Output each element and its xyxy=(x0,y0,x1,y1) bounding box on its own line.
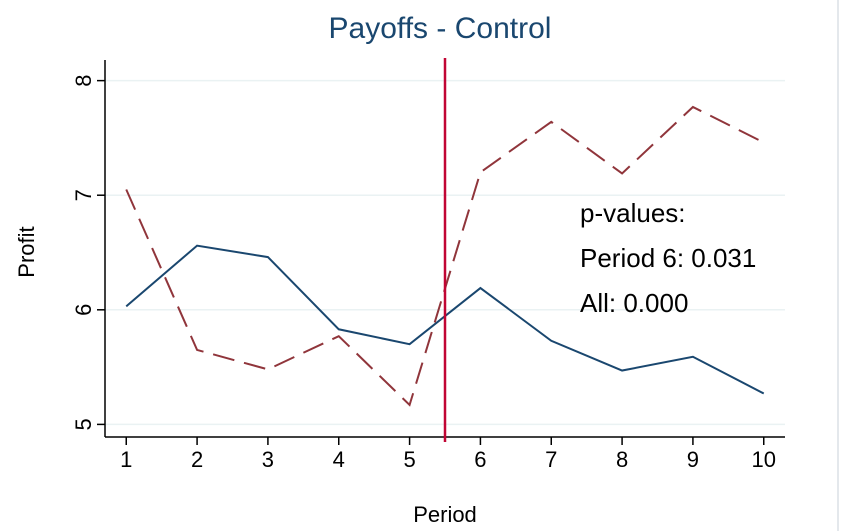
x-tick-label: 3 xyxy=(262,447,274,472)
annotation: Period 6: 0.031 xyxy=(580,243,756,273)
x-tick-label: 7 xyxy=(545,447,557,472)
x-tick-label: 5 xyxy=(403,447,415,472)
y-tick-label: 8 xyxy=(71,75,96,87)
x-axis-label: Period xyxy=(413,502,477,527)
x-tick-label: 10 xyxy=(752,447,776,472)
x-tick-label: 4 xyxy=(333,447,345,472)
y-tick-label: 5 xyxy=(71,418,96,430)
annotation: p-values: xyxy=(580,198,686,228)
y-tick-label: 6 xyxy=(71,304,96,316)
chart-title: Payoffs - Control xyxy=(329,12,552,45)
y-tick-label: 7 xyxy=(71,189,96,201)
annotation: All: 0.000 xyxy=(580,288,688,318)
x-tick-label: 6 xyxy=(474,447,486,472)
x-tick-label: 2 xyxy=(191,447,203,472)
y-axis-label: Profit xyxy=(14,226,39,277)
x-tick-label: 8 xyxy=(616,447,628,472)
x-tick-label: 1 xyxy=(120,447,132,472)
x-tick-label: 9 xyxy=(687,447,699,472)
